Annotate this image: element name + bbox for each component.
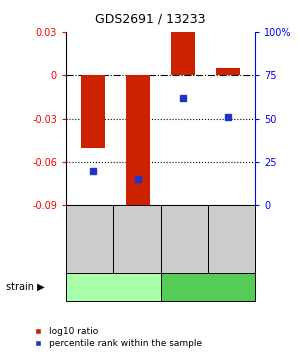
Text: GSM175764: GSM175764 [180,213,189,264]
Legend: log10 ratio, percentile rank within the sample: log10 ratio, percentile rank within the … [28,327,203,348]
Text: dominant negative: dominant negative [161,282,254,292]
Text: GSM176606: GSM176606 [85,213,94,264]
Text: strain ▶: strain ▶ [6,282,45,292]
Bar [126,75,150,208]
Bar [216,68,240,75]
Text: GSM175765: GSM175765 [227,213,236,264]
Text: GDS2691 / 13233: GDS2691 / 13233 [95,12,205,25]
Text: wild type: wild type [91,282,136,292]
Text: GSM176611: GSM176611 [132,213,141,264]
Bar [171,32,195,75]
Bar [81,75,105,148]
